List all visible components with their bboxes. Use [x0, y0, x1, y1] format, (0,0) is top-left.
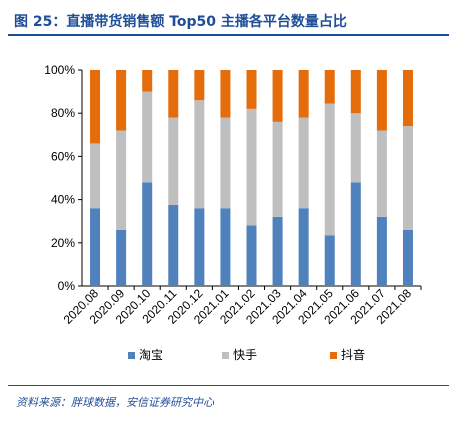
y-tick-label: 40% — [51, 193, 75, 207]
bar-segment — [272, 121, 283, 217]
bar-segment — [324, 235, 335, 286]
bar-segment — [246, 70, 257, 109]
bar-segment — [376, 130, 387, 217]
y-tick-label: 80% — [51, 106, 75, 120]
bar-segment — [272, 216, 283, 286]
bar-segment — [220, 208, 231, 286]
legend-swatch — [128, 352, 135, 359]
bar-segment — [194, 70, 205, 101]
bar-segment — [220, 70, 231, 118]
source-note: 资料来源：胖球数据，安信证券研究中心 — [16, 396, 214, 409]
bar-segment — [90, 143, 101, 209]
bar-segment — [142, 70, 153, 92]
bar-segment — [402, 126, 413, 230]
source-bar: 资料来源：胖球数据，安信证券研究中心 — [8, 385, 449, 416]
bar-segment — [350, 113, 361, 183]
bar-segment — [116, 70, 127, 131]
legend-label: 快手 — [233, 348, 257, 362]
legend-swatch — [222, 352, 229, 359]
legend-label: 抖音 — [341, 347, 365, 362]
bar-segment — [298, 208, 309, 286]
bar-segment — [272, 70, 283, 122]
bar-segment — [168, 117, 179, 205]
bar-segment — [142, 182, 153, 286]
bar-segment — [194, 100, 205, 209]
bar-segment — [298, 117, 309, 209]
legend-label: 淘宝 — [139, 348, 163, 362]
bar-segment — [350, 182, 361, 286]
y-tick-label: 100% — [44, 63, 75, 77]
bar-segment — [116, 130, 127, 230]
legend-swatch — [330, 352, 337, 359]
bar-segment — [324, 70, 335, 104]
y-tick-label: 20% — [51, 236, 75, 250]
bar-segment — [402, 70, 413, 127]
bar-segment — [324, 103, 335, 236]
bar-segment — [194, 208, 205, 286]
bar-segment — [376, 70, 387, 131]
bar-segment — [402, 229, 413, 286]
bar-segment — [298, 70, 309, 118]
bar-segment — [168, 70, 179, 118]
y-tick-label: 0% — [58, 279, 76, 293]
bar-segment — [376, 216, 387, 286]
bar-segment — [246, 108, 257, 226]
chart-title: 图 25：直播带货销售额 Top50 主播各平台数量占比 — [14, 14, 347, 30]
bar-segment — [116, 229, 127, 286]
bar-segment — [90, 70, 101, 144]
y-tick-label: 60% — [51, 149, 75, 163]
bar-segment — [246, 225, 257, 286]
bar-segment — [350, 70, 361, 114]
bar-segment — [90, 208, 101, 286]
bar-segment — [220, 117, 231, 209]
bar-segment — [168, 205, 179, 286]
bar-segment — [142, 91, 153, 183]
title-bar: 图 25：直播带货销售额 Top50 主播各平台数量占比 — [8, 6, 449, 36]
